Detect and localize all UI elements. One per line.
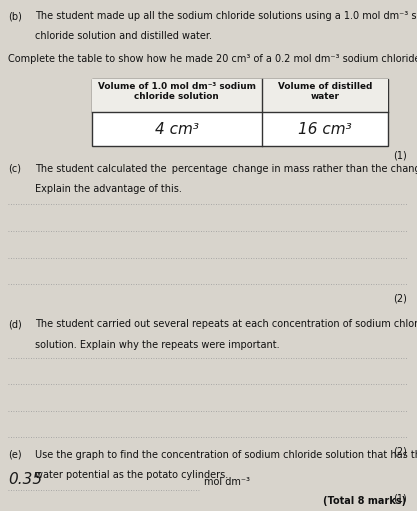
Text: mol dm⁻³: mol dm⁻³	[204, 477, 250, 487]
Bar	[92, 79, 388, 146]
Text: Volume of 1.0 mol dm⁻³ sodium
chloride solution: Volume of 1.0 mol dm⁻³ sodium chloride s…	[98, 82, 256, 101]
Text: Complete the table to show how he made 20 cm³ of a 0.2 mol dm⁻³ sodium chloride : Complete the table to show how he made 2…	[8, 54, 417, 64]
Text: (2): (2)	[393, 447, 407, 457]
Text: The student made up all the sodium chloride solutions using a 1.0 mol dm⁻³ sodiu: The student made up all the sodium chlor…	[35, 11, 417, 21]
Text: Explain the advantage of this.: Explain the advantage of this.	[35, 184, 182, 194]
Text: Use the graph to find the concentration of sodium chloride solution that has the: Use the graph to find the concentration …	[35, 450, 417, 460]
Text: 0.35: 0.35	[8, 473, 43, 487]
Text: (d): (d)	[8, 319, 22, 330]
Text: (2): (2)	[393, 293, 407, 304]
Text: (b): (b)	[8, 11, 22, 21]
Bar	[92, 79, 388, 112]
Text: (e): (e)	[8, 450, 22, 460]
Text: water potential as the potato cylinders.: water potential as the potato cylinders.	[35, 470, 229, 480]
Text: Volume of distilled
water: Volume of distilled water	[278, 82, 372, 101]
Text: 16 cm³: 16 cm³	[298, 122, 352, 136]
Text: chloride solution and distilled water.: chloride solution and distilled water.	[35, 31, 212, 41]
Text: The student carried out several repeats at each concentration of sodium chloride: The student carried out several repeats …	[35, 319, 417, 330]
Text: (Total 8 marks): (Total 8 marks)	[324, 496, 407, 506]
Text: The student calculated the  percentage  change in mass rather than the change in: The student calculated the percentage ch…	[35, 164, 417, 174]
Text: (1): (1)	[393, 494, 407, 504]
Text: solution. Explain why the repeats were important.: solution. Explain why the repeats were i…	[35, 340, 280, 350]
Text: 4 cm³: 4 cm³	[155, 122, 199, 136]
Text: (1): (1)	[393, 151, 407, 161]
Text: (c): (c)	[8, 164, 21, 174]
